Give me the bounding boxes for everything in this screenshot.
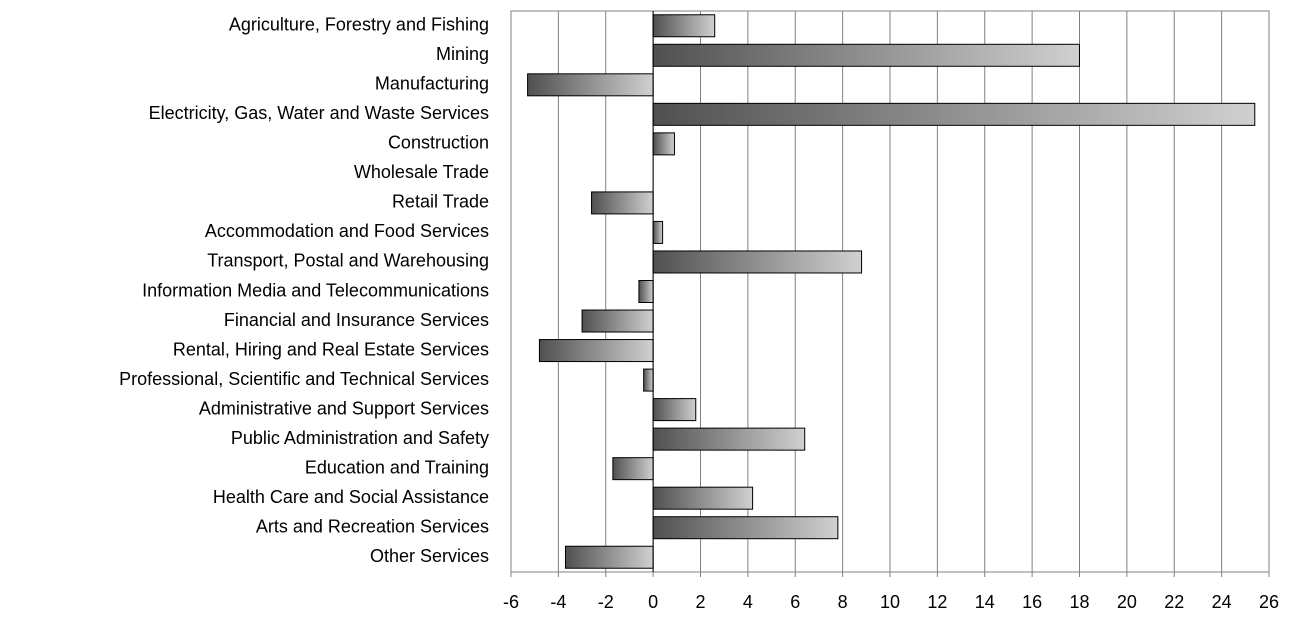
y-tick-label: Accommodation and Food Services <box>205 221 489 241</box>
bar <box>527 73 654 97</box>
y-tick-label: Transport, Postal and Warehousing <box>207 251 489 271</box>
bar <box>538 339 654 363</box>
bar <box>638 280 654 303</box>
bar <box>652 220 664 244</box>
bar <box>581 309 654 333</box>
bar <box>612 457 654 481</box>
x-tick-label: 8 <box>838 592 848 612</box>
x-tick-label: 18 <box>1069 592 1089 612</box>
bar <box>643 368 654 392</box>
y-tick-label: Mining <box>436 44 489 64</box>
bar <box>652 398 697 422</box>
bar <box>652 102 1256 126</box>
x-tick-label: 4 <box>743 592 753 612</box>
x-tick-label: 12 <box>927 592 947 612</box>
x-tick-label: -6 <box>503 592 519 612</box>
x-tick-label: 2 <box>695 592 705 612</box>
x-tick-label: 14 <box>975 592 995 612</box>
x-tick-label: 0 <box>648 592 658 612</box>
bar <box>564 545 654 569</box>
y-tick-label: Arts and Recreation Services <box>256 516 489 536</box>
x-tick-label: 6 <box>790 592 800 612</box>
y-tick-label: Manufacturing <box>375 74 489 94</box>
bar <box>652 427 806 451</box>
bar <box>652 250 863 274</box>
x-tick-label: -4 <box>550 592 566 612</box>
bar <box>591 191 654 215</box>
y-tick-label: Administrative and Support Services <box>199 398 489 418</box>
y-tick-label: Agriculture, Forestry and Fishing <box>229 15 489 35</box>
bar <box>652 516 839 540</box>
y-tick-label: Professional, Scientific and Technical S… <box>119 369 489 389</box>
y-tick-label: Electricity, Gas, Water and Waste Servic… <box>149 103 489 123</box>
x-tick-label: -2 <box>598 592 614 612</box>
bar <box>652 43 1080 67</box>
y-tick-label: Construction <box>388 133 489 153</box>
bar <box>652 132 675 156</box>
y-tick-label: Other Services <box>370 546 489 566</box>
y-tick-label: Information Media and Telecommunications <box>142 280 489 300</box>
y-tick-label: Education and Training <box>305 457 489 477</box>
x-tick-label: 10 <box>880 592 900 612</box>
y-tick-label: Rental, Hiring and Real Estate Services <box>173 339 489 359</box>
x-tick-label: 22 <box>1164 592 1184 612</box>
y-tick-label: Retail Trade <box>392 192 489 212</box>
y-tick-label: Health Care and Social Assistance <box>213 487 489 507</box>
x-tick-label: 24 <box>1212 592 1232 612</box>
y-tick-label: Financial and Insurance Services <box>224 310 489 330</box>
x-tick-label: 16 <box>1022 592 1042 612</box>
bar <box>652 14 716 38</box>
y-tick-label: Public Administration and Safety <box>231 428 489 448</box>
x-tick-label: 20 <box>1117 592 1137 612</box>
x-tick-label: 26 <box>1259 592 1279 612</box>
bar <box>652 486 754 510</box>
y-tick-label: Wholesale Trade <box>354 162 489 182</box>
